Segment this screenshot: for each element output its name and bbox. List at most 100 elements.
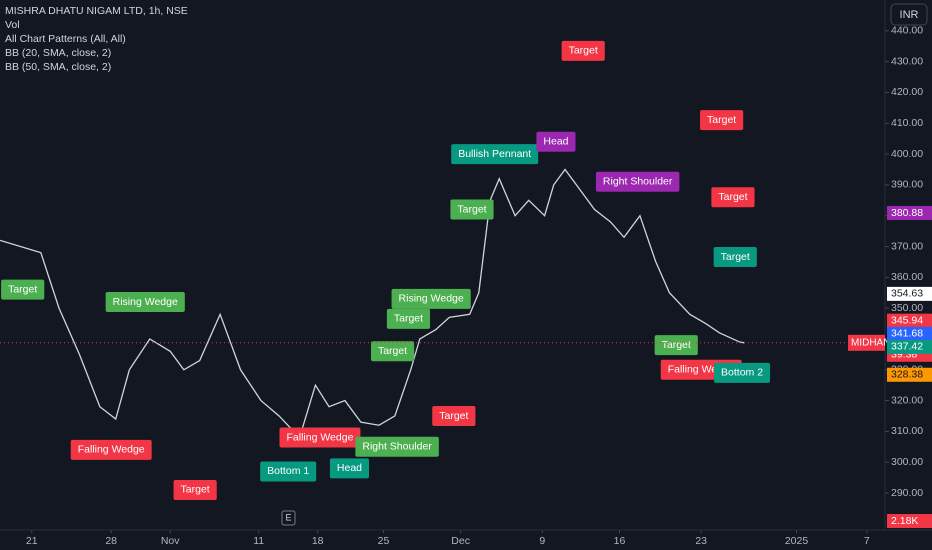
- pattern-label-text: Bottom 2: [721, 367, 763, 379]
- pattern-label-text: Target: [439, 410, 468, 422]
- x-tick-label: 16: [614, 535, 626, 547]
- pattern-label: Bullish Pennant: [451, 144, 539, 165]
- y-tick-label: 310.00: [891, 425, 923, 437]
- pattern-label: Target: [713, 246, 757, 267]
- price-label-box: [887, 286, 932, 301]
- currency-button[interactable]: [890, 3, 928, 26]
- pattern-label: Head: [536, 131, 576, 152]
- pattern-label-box: [451, 144, 539, 165]
- pattern-label-text: Target: [394, 313, 423, 325]
- indicator-legend: BB (50, SMA, close, 2): [5, 61, 111, 73]
- pattern-label-text: Target: [181, 484, 210, 496]
- x-tick-label: Dec: [451, 535, 470, 547]
- pattern-label: Target: [386, 308, 431, 329]
- x-tick-label: 11: [253, 535, 264, 547]
- pattern-label: Target: [1, 279, 45, 300]
- pattern-label-box: [355, 436, 439, 457]
- pattern-label-box: [370, 341, 415, 362]
- pattern-label-box: [561, 40, 605, 61]
- y-tick-label: 420.00: [891, 86, 923, 98]
- pattern-label: Falling Wedge: [279, 427, 361, 448]
- pattern-label: Target: [561, 40, 605, 61]
- price-line: [0, 168, 745, 439]
- price-label: 345.94: [891, 314, 923, 326]
- indicator-legend: BB (20, SMA, close, 2): [5, 47, 111, 59]
- pattern-label-text: Target: [378, 345, 407, 357]
- currency-label[interactable]: INR: [900, 9, 919, 21]
- pattern-label: Target: [450, 199, 494, 220]
- pattern-label-box: [105, 291, 185, 312]
- price-label-box: [887, 313, 932, 328]
- pattern-label-box: [329, 458, 370, 479]
- pattern-label-box: [714, 362, 771, 383]
- x-tick-label: 28: [105, 535, 117, 547]
- y-tick-label: 320.00: [891, 394, 923, 406]
- pattern-label: Bottom 1: [260, 461, 317, 482]
- pattern-label-text: Head: [543, 136, 568, 148]
- pattern-label-box: [391, 288, 471, 309]
- pattern-label-text: Target: [457, 203, 486, 215]
- pattern-label-text: Target: [721, 251, 750, 263]
- pattern-label-box: [700, 110, 744, 131]
- pattern-label-text: Right Shoulder: [603, 176, 673, 188]
- pattern-label-text: Target: [569, 45, 598, 57]
- pattern-label: Target: [432, 405, 476, 426]
- pattern-label-text: Target: [707, 114, 736, 126]
- pattern-label-text: Target: [662, 339, 691, 351]
- y-tick-label: 430.00: [891, 55, 923, 67]
- pattern-label: Right Shoulder: [355, 436, 439, 457]
- pattern-label-box: [450, 199, 494, 220]
- x-tick-label: 18: [312, 535, 324, 547]
- chart-title: MISHRA DHATU NIGAM LTD, 1h, NSE: [5, 5, 188, 17]
- pattern-label-box: [1, 279, 45, 300]
- volume-label: 2.18K: [891, 515, 918, 527]
- earnings-marker[interactable]: [281, 510, 296, 526]
- pattern-label: Target: [173, 479, 217, 500]
- y-tick-label: 370.00: [891, 240, 923, 252]
- pattern-label-box: [711, 187, 755, 208]
- pattern-label-text: Bullish Pennant: [458, 148, 531, 160]
- pattern-label: Rising Wedge: [105, 291, 185, 312]
- price-label: 341.68: [891, 328, 923, 340]
- y-tick-label: 400.00: [891, 148, 923, 160]
- pattern-label-box: [173, 479, 217, 500]
- pattern-label: Falling Wedge: [70, 439, 152, 460]
- pattern-label: Target: [711, 187, 755, 208]
- pattern-label-text: Falling Wedge: [78, 444, 145, 456]
- pattern-label-text: Bottom 1: [267, 465, 309, 477]
- earnings-marker-label[interactable]: E: [285, 512, 291, 522]
- last-price-name-box: [848, 334, 885, 351]
- pattern-label: Target: [370, 341, 415, 362]
- pattern-label-text: Right Shoulder: [362, 441, 432, 453]
- pattern-label: Right Shoulder: [595, 171, 680, 192]
- pattern-label: Head: [329, 458, 370, 479]
- indicator-legend: All Chart Patterns (All, All): [5, 33, 126, 45]
- price-label-box: [887, 205, 932, 220]
- pattern-label-text: Target: [8, 283, 37, 295]
- price-label: 380.88: [891, 207, 923, 219]
- y-tick-label: 350.00: [891, 302, 923, 314]
- pattern-label-box: [386, 308, 431, 329]
- x-tick-label: 7: [864, 535, 870, 547]
- x-tick-label: 23: [695, 535, 707, 547]
- price-label: 328.38: [891, 369, 923, 381]
- pattern-label: Rising Wedge: [391, 288, 471, 309]
- price-label-box: [887, 367, 932, 382]
- price-label-box: [887, 326, 932, 341]
- pattern-label-box: [654, 335, 698, 356]
- pattern-label-box: [536, 131, 576, 152]
- y-tick-label: 440.00: [891, 25, 923, 37]
- pattern-label: Target: [654, 335, 698, 356]
- volume-label-box: [887, 514, 932, 528]
- y-tick-label: 300.00: [891, 456, 923, 468]
- y-tick-label: 360.00: [891, 271, 923, 283]
- pattern-label: Target: [700, 110, 744, 131]
- price-label-box: [887, 339, 932, 354]
- pattern-label-text: Head: [337, 462, 362, 474]
- pattern-label-text: Falling Wedge: [286, 431, 353, 443]
- indicator-legend: Vol: [5, 19, 20, 31]
- x-tick-label: 21: [26, 535, 38, 547]
- y-tick-label: 290.00: [891, 487, 923, 499]
